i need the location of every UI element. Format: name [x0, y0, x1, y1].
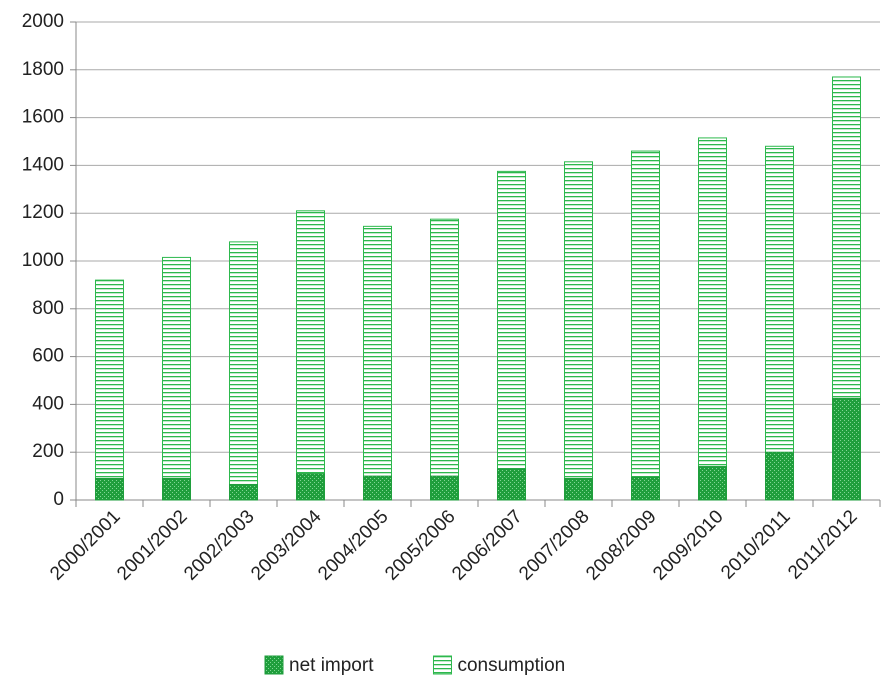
- x-tick-label: 2005/2006: [381, 506, 459, 584]
- x-tick-label: 2003/2004: [247, 506, 326, 585]
- y-tick-label: 1600: [22, 107, 64, 128]
- y-tick-label: 600: [32, 346, 64, 367]
- y-tick-label: 0: [53, 489, 64, 510]
- legend-label: net import: [289, 655, 374, 676]
- x-tick-label: 2008/2009: [582, 506, 660, 584]
- bar: [564, 161, 593, 501]
- bar: [564, 477, 593, 501]
- bar: [765, 145, 794, 501]
- bar: [162, 256, 191, 501]
- bar: [497, 170, 526, 501]
- bar: [229, 483, 258, 501]
- bar: [95, 477, 124, 501]
- x-tick-label: 2007/2008: [515, 506, 593, 584]
- bar: [229, 241, 258, 501]
- bar: [765, 451, 794, 501]
- bar: [631, 150, 660, 501]
- x-tick-label: 2011/2012: [784, 506, 861, 583]
- x-tick-label: 2002/2003: [180, 506, 258, 584]
- legend-label: consumption: [457, 655, 565, 676]
- bar: [698, 466, 727, 501]
- bar: [832, 397, 861, 501]
- x-tick-label: 2004/2005: [314, 506, 392, 584]
- legend-swatch: [264, 655, 284, 675]
- y-tick-label: 2000: [22, 11, 64, 32]
- y-tick-label: 1000: [22, 250, 64, 271]
- y-tick-label: 800: [32, 298, 64, 319]
- bar: [631, 476, 660, 501]
- y-tick-label: 1400: [22, 154, 64, 175]
- bar: [698, 137, 727, 501]
- y-tick-label: 400: [32, 393, 64, 414]
- x-tick-label: 2010/2011: [717, 506, 794, 583]
- x-tick-label: 2000/2001: [46, 506, 124, 584]
- bar: [363, 225, 392, 501]
- y-tick-label: 1800: [22, 59, 64, 80]
- bar: [363, 475, 392, 501]
- x-tick-label: 2006/2007: [448, 506, 526, 584]
- bar: [296, 210, 325, 501]
- x-tick-label: 2009/2010: [649, 506, 727, 584]
- bar: [162, 477, 191, 501]
- bar: [296, 473, 325, 501]
- bar: [497, 468, 526, 501]
- legend-swatch: [432, 655, 452, 675]
- bar: [95, 279, 124, 501]
- x-tick-label: 2001/2002: [113, 506, 191, 584]
- y-tick-label: 200: [32, 441, 64, 462]
- bar: [430, 475, 459, 501]
- bar: [430, 218, 459, 501]
- y-tick-label: 1200: [22, 202, 64, 223]
